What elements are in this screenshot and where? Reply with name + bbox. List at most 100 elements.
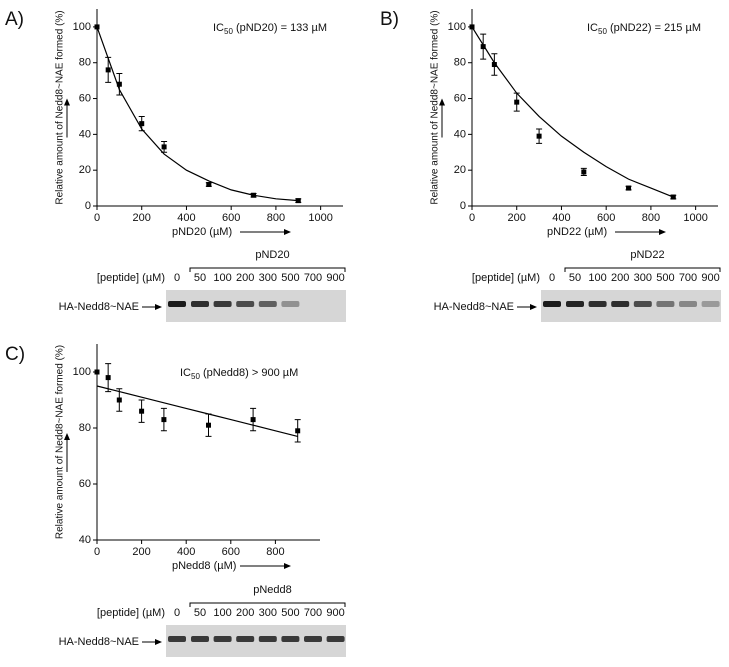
data-point: [105, 67, 111, 73]
lane-label: 0: [174, 607, 180, 619]
y-tick-label: 40: [454, 128, 466, 140]
lane-label: 300: [259, 272, 277, 284]
lane-label: 300: [259, 607, 277, 619]
lane-label: 900: [701, 272, 719, 284]
y-tick-label: 100: [73, 21, 91, 33]
x-tick-label: 600: [222, 212, 240, 224]
blot-band: [566, 301, 584, 307]
y-tick-label: 60: [454, 92, 466, 104]
blot-row-label: [peptide] (µM): [472, 272, 540, 284]
data-point: [514, 99, 520, 105]
data-point: [250, 417, 256, 423]
blot-band: [611, 301, 630, 307]
annotation-main: IC: [587, 22, 598, 34]
annotation-sub: 50: [191, 372, 200, 381]
bracket: [564, 267, 721, 272]
fit-curve: [96, 385, 298, 437]
blot-band: [213, 301, 232, 307]
x-tick-label: 800: [266, 546, 284, 558]
y-tick-label: 20: [454, 164, 466, 176]
x-axis-label: pNedd8 (µM): [172, 560, 236, 572]
data-point: [94, 369, 100, 375]
fit-curve: [96, 26, 299, 202]
lane-label: 200: [611, 272, 629, 284]
data-point: [469, 24, 475, 30]
blot-band: [213, 636, 232, 642]
bracket: [189, 602, 346, 607]
lane-label: 500: [281, 607, 299, 619]
y-tick-label: 80: [454, 57, 466, 69]
data-point: [480, 44, 486, 50]
data-point: [94, 24, 100, 30]
y-tick-label: 60: [79, 92, 91, 104]
lane-label: 200: [236, 272, 254, 284]
data-point: [251, 192, 257, 198]
x-axis-label: pND20 (µM): [172, 226, 232, 238]
lane-label: 0: [549, 272, 555, 284]
data-point: [139, 121, 145, 127]
lane-label: 900: [326, 607, 344, 619]
blot-band: [656, 301, 675, 307]
fit-curve: [471, 26, 674, 198]
x-tick-label: 800: [267, 212, 285, 224]
panel-label: C): [5, 344, 25, 365]
lane-label: 500: [656, 272, 674, 284]
lane-label: 100: [588, 272, 606, 284]
x-tick-label: 0: [94, 212, 100, 224]
x-tick-label: 200: [132, 546, 150, 558]
lane-label: 200: [236, 607, 254, 619]
band-label: HA-Nedd8~NAE: [59, 301, 139, 313]
blot-band: [258, 301, 277, 307]
x-tick-label: 600: [222, 546, 240, 558]
blot-band: [168, 636, 186, 642]
data-point: [670, 194, 676, 200]
blot-band: [588, 301, 607, 307]
x-tick-label: 600: [597, 212, 615, 224]
y-axis-label: Relative amount of Nedd8~NAE formed (%): [55, 345, 66, 539]
data-point: [105, 375, 111, 381]
blot-band: [281, 301, 300, 307]
blot-row-label: [peptide] (µM): [97, 607, 165, 619]
lane-label: 900: [326, 272, 344, 284]
blot-band: [236, 636, 255, 642]
blot-band: [236, 301, 255, 307]
lane-label: 50: [194, 272, 206, 284]
data-point: [626, 185, 632, 191]
data-point: [206, 182, 212, 188]
blot-group: pND20: [255, 249, 289, 261]
blot-band: [633, 301, 652, 307]
data-point: [161, 144, 167, 150]
blot-band: [543, 301, 561, 307]
data-point: [295, 428, 301, 434]
annotation: IC50 (pND20) = 133 µM: [213, 22, 327, 36]
band-label: HA-Nedd8~NAE: [59, 636, 139, 648]
lane-label: 50: [569, 272, 581, 284]
blot-band: [191, 636, 209, 642]
blot-band: [258, 636, 277, 642]
blot-band: [281, 636, 300, 642]
data-point: [116, 81, 122, 87]
blot-band: [191, 301, 209, 307]
lane-label: 500: [281, 272, 299, 284]
y-tick-label: 40: [79, 534, 91, 546]
x-tick-label: 1000: [683, 212, 707, 224]
blot-band: [304, 636, 322, 642]
panel-label: B): [380, 9, 399, 30]
blot-group: pNedd8: [253, 584, 292, 596]
x-tick-label: 400: [552, 212, 570, 224]
annotation: IC50 (pND22) = 215 µM: [587, 22, 701, 36]
lane-label: 100: [213, 607, 231, 619]
y-tick-label: 40: [79, 128, 91, 140]
annotation-rest: (pNedd8) > 900 µM: [200, 367, 298, 379]
lane-label: 0: [174, 272, 180, 284]
bracket: [189, 267, 346, 272]
x-tick-label: 1000: [308, 212, 332, 224]
y-axis-label: Relative amount of Nedd8~NAE formed (%): [55, 10, 66, 204]
annotation: IC50 (pNedd8) > 900 µM: [180, 367, 298, 381]
lane-label: 100: [213, 272, 231, 284]
annotation-sub: 50: [224, 27, 233, 36]
band-label: HA-Nedd8~NAE: [434, 301, 514, 313]
x-tick-label: 800: [642, 212, 660, 224]
y-tick-label: 20: [79, 164, 91, 176]
